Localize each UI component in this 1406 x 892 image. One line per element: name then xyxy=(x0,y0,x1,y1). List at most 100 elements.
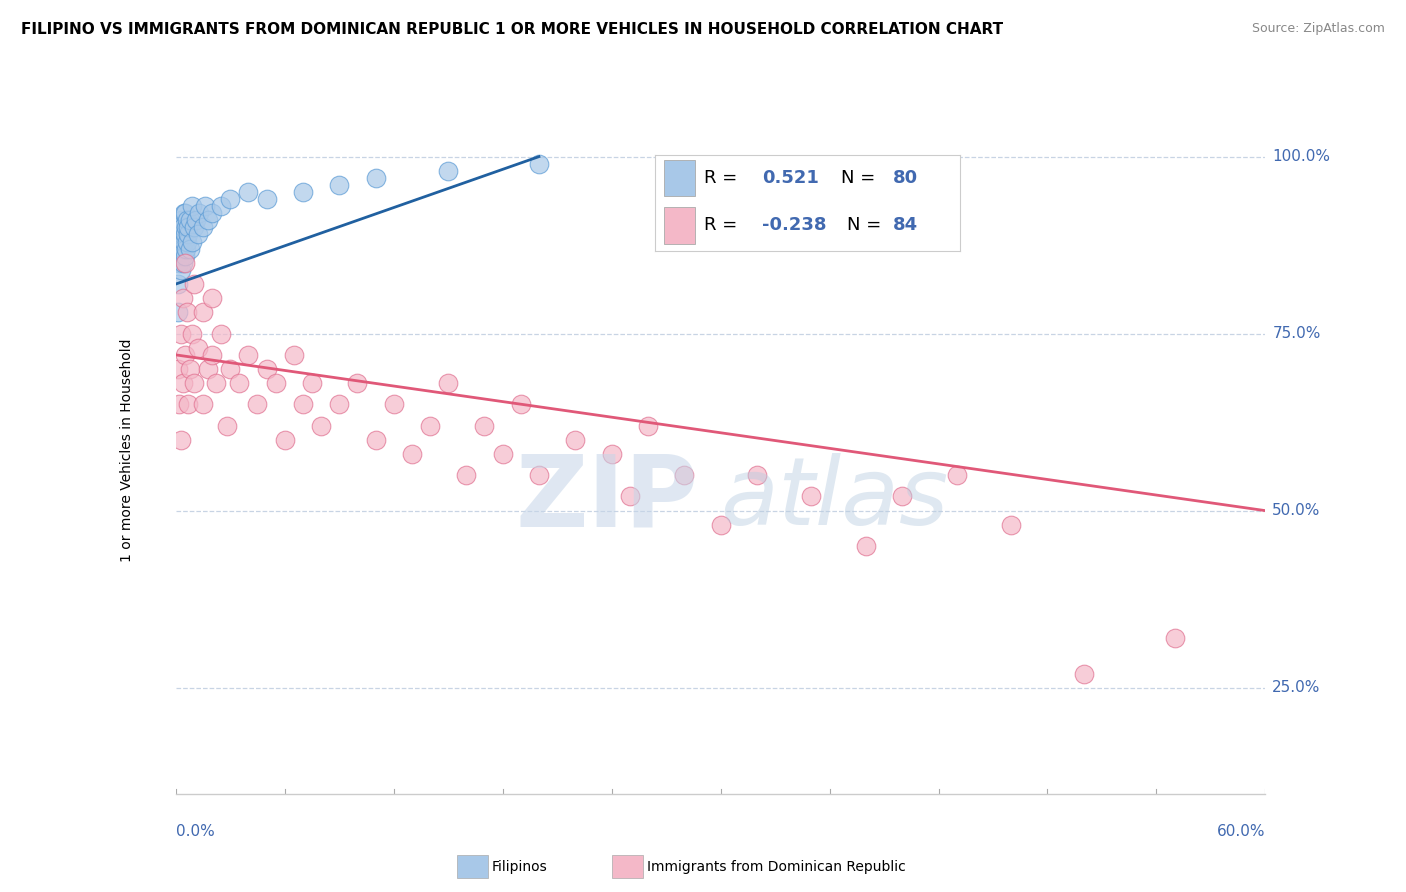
Point xyxy=(169,235,191,249)
Point xyxy=(291,397,314,411)
Point xyxy=(191,397,214,411)
Text: 100.0%: 100.0% xyxy=(1272,149,1330,164)
Point xyxy=(173,256,195,270)
Point xyxy=(174,242,197,256)
Point xyxy=(169,397,191,411)
Point xyxy=(170,263,193,277)
Text: 80: 80 xyxy=(893,169,918,187)
Point xyxy=(1163,631,1185,645)
Point xyxy=(309,418,332,433)
Point xyxy=(364,433,387,447)
Text: atlas: atlas xyxy=(721,453,949,544)
Point xyxy=(328,178,350,192)
Point xyxy=(167,362,190,376)
Text: ZIP: ZIP xyxy=(516,450,699,547)
Point xyxy=(437,376,460,391)
Text: 84: 84 xyxy=(893,217,918,235)
Point xyxy=(181,235,204,249)
Point xyxy=(891,490,914,504)
Point xyxy=(176,305,198,319)
Point xyxy=(600,447,623,461)
Text: -0.238: -0.238 xyxy=(762,217,827,235)
Point xyxy=(172,220,194,235)
Point xyxy=(492,447,515,461)
Point xyxy=(183,376,205,391)
Text: 75.0%: 75.0% xyxy=(1272,326,1320,341)
Text: 60.0%: 60.0% xyxy=(1218,824,1265,839)
Point xyxy=(215,418,238,433)
Point xyxy=(274,433,297,447)
Point xyxy=(173,227,195,242)
Point xyxy=(179,362,201,376)
Point xyxy=(172,242,194,256)
Point xyxy=(745,468,768,483)
Point xyxy=(256,362,278,376)
Point xyxy=(419,418,441,433)
Point xyxy=(177,227,200,242)
Point xyxy=(172,227,194,242)
Point xyxy=(170,213,193,227)
Point xyxy=(173,348,195,362)
Point xyxy=(219,362,242,376)
Point xyxy=(1000,517,1022,532)
Point xyxy=(174,220,197,235)
Point xyxy=(191,220,214,235)
Point xyxy=(201,206,224,220)
Point xyxy=(246,397,269,411)
Point xyxy=(256,192,278,206)
Bar xyxy=(665,207,695,244)
Point xyxy=(800,490,823,504)
Point xyxy=(527,157,550,171)
Point xyxy=(945,468,967,483)
Point xyxy=(169,220,191,235)
Point xyxy=(328,397,350,411)
Point xyxy=(170,235,193,249)
Text: 0.521: 0.521 xyxy=(762,169,818,187)
Point xyxy=(219,192,242,206)
Text: Source: ZipAtlas.com: Source: ZipAtlas.com xyxy=(1251,22,1385,36)
Point xyxy=(172,291,194,305)
Point xyxy=(169,256,191,270)
Point xyxy=(167,277,190,291)
Text: Filipinos: Filipinos xyxy=(492,860,548,874)
Point xyxy=(855,539,877,553)
Point xyxy=(188,206,211,220)
Point xyxy=(201,291,224,305)
Point xyxy=(209,326,232,341)
Point xyxy=(184,213,207,227)
Point xyxy=(197,362,219,376)
Text: R =: R = xyxy=(704,217,737,235)
Point xyxy=(437,163,460,178)
Point xyxy=(191,305,214,319)
Point xyxy=(170,326,193,341)
Point xyxy=(364,170,387,185)
Point xyxy=(181,199,204,213)
Point xyxy=(186,227,209,242)
Point xyxy=(177,397,200,411)
Point xyxy=(474,418,496,433)
Point xyxy=(509,397,531,411)
Point xyxy=(527,468,550,483)
Point xyxy=(228,376,250,391)
Point xyxy=(301,376,323,391)
Bar xyxy=(665,160,695,196)
Point xyxy=(172,376,194,391)
Point xyxy=(194,199,217,213)
Text: FILIPINO VS IMMIGRANTS FROM DOMINICAN REPUBLIC 1 OR MORE VEHICLES IN HOUSEHOLD C: FILIPINO VS IMMIGRANTS FROM DOMINICAN RE… xyxy=(21,22,1004,37)
Text: 1 or more Vehicles in Household: 1 or more Vehicles in Household xyxy=(120,339,134,562)
Point xyxy=(169,242,191,256)
Point xyxy=(346,376,368,391)
Point xyxy=(204,376,226,391)
Point xyxy=(176,235,198,249)
Point xyxy=(172,249,194,263)
Point xyxy=(264,376,287,391)
Point xyxy=(564,433,586,447)
Point xyxy=(197,213,219,227)
Point xyxy=(382,397,405,411)
Point xyxy=(176,213,198,227)
Point xyxy=(177,220,200,235)
Point xyxy=(619,490,641,504)
Point xyxy=(173,206,195,220)
Point xyxy=(172,256,194,270)
Point xyxy=(179,242,201,256)
